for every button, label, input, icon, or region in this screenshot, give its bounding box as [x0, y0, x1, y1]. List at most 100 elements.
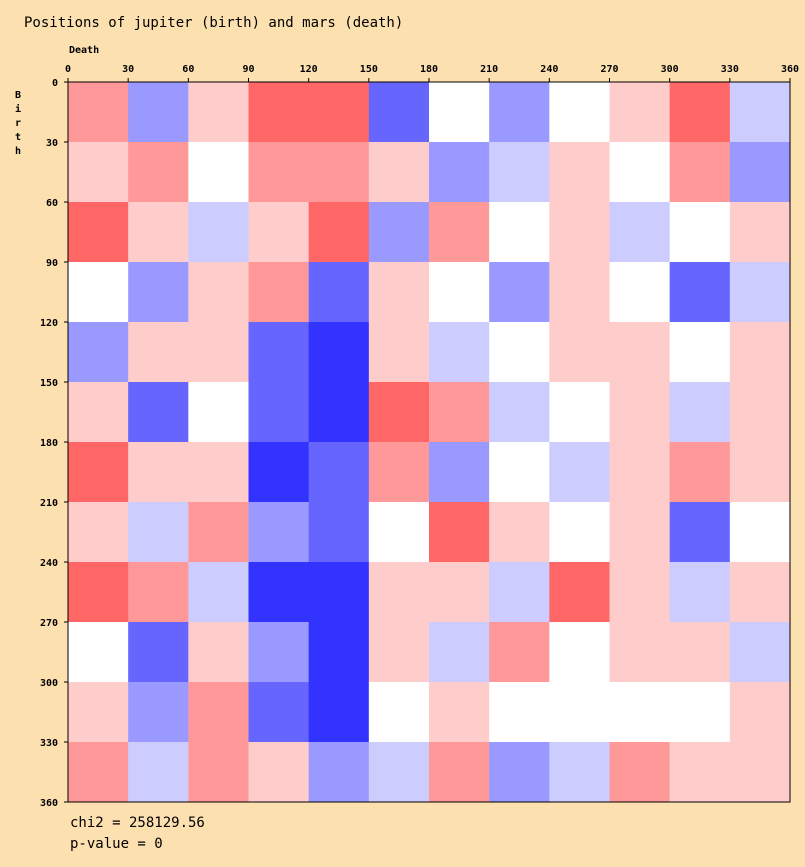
- heatmap-cell: [68, 202, 129, 263]
- heatmap-cell: [368, 682, 430, 743]
- heatmap-cell: [248, 562, 310, 623]
- heatmap-cell: [429, 502, 490, 563]
- heatmap-cell: [549, 382, 610, 443]
- x-tick-label: 180: [420, 64, 438, 75]
- heatmap-cell: [669, 442, 731, 503]
- heatmap-cell: [188, 682, 249, 743]
- heatmap-cell: [549, 682, 610, 743]
- heatmap-cell: [188, 442, 249, 503]
- heatmap-cell: [68, 262, 129, 323]
- heatmap-cell: [609, 142, 671, 203]
- x-tick-label: 360: [781, 64, 799, 75]
- heatmap-cell: [188, 622, 249, 683]
- heatmap-cell: [429, 262, 490, 323]
- heatmap-cell: [549, 82, 610, 143]
- heatmap-cell: [68, 82, 129, 143]
- heatmap-cell: [188, 742, 249, 803]
- x-tick-label: 30: [122, 64, 134, 75]
- heatmap-cell: [368, 562, 430, 623]
- heatmap-cell: [188, 322, 249, 383]
- x-tick-label: 330: [721, 64, 739, 75]
- heatmap-cell: [248, 202, 310, 263]
- heatmap-cell: [549, 262, 610, 323]
- heatmap-cell: [68, 742, 129, 803]
- heatmap-cell: [128, 562, 189, 623]
- x-tick-label: 240: [540, 64, 558, 75]
- x-tick-label: 90: [242, 64, 254, 75]
- heatmap-cell: [489, 382, 550, 443]
- heatmap-cell: [188, 382, 249, 443]
- heatmap-cell: [308, 562, 370, 623]
- heatmap-cell: [429, 562, 490, 623]
- heatmap-cell: [609, 202, 671, 263]
- heatmap-cell: [549, 202, 610, 263]
- heatmap-cell: [128, 382, 189, 443]
- heatmap-cell: [429, 622, 490, 683]
- heatmap-cell: [429, 322, 490, 383]
- heatmap-cell: [128, 322, 189, 383]
- heatmap-cell: [248, 262, 310, 323]
- heatmap-cell: [609, 262, 671, 323]
- heatmap-cell: [68, 562, 129, 623]
- heatmap-cell: [308, 382, 370, 443]
- heatmap-cell: [549, 622, 610, 683]
- heatmap-cell: [308, 322, 370, 383]
- heatmap-cell: [308, 262, 370, 323]
- x-axis-label: Death: [69, 45, 99, 56]
- heatmap-cell: [368, 502, 430, 563]
- heatmap-cell: [429, 442, 490, 503]
- heatmap-cell: [248, 622, 310, 683]
- heatmap-cell: [489, 502, 550, 563]
- heatmap-cell: [188, 142, 249, 203]
- heatmap-cell: [368, 742, 430, 803]
- heatmap-cell: [669, 142, 731, 203]
- heatmap-cell: [128, 82, 189, 143]
- heatmap-cell: [669, 382, 731, 443]
- heatmap-cell: [188, 562, 249, 623]
- heatmap-cell: [729, 502, 791, 563]
- heatmap-cell: [248, 142, 310, 203]
- y-tick-label: 30: [46, 138, 58, 149]
- heatmap-cell: [248, 382, 310, 443]
- heatmap-cell: [128, 502, 189, 563]
- heatmap-cell: [729, 82, 791, 143]
- heatmap-cell: [368, 622, 430, 683]
- heatmap-cell: [368, 382, 430, 443]
- heatmap-cell: [429, 742, 490, 803]
- heatmap-cell: [308, 682, 370, 743]
- heatmap-cell: [549, 322, 610, 383]
- heatmap-cell: [128, 742, 189, 803]
- heatmap-cell: [489, 562, 550, 623]
- heatmap-cell: [609, 82, 671, 143]
- heatmap-cell: [669, 502, 731, 563]
- heatmap-cell: [549, 442, 610, 503]
- heatmap-cell: [308, 442, 370, 503]
- heatmap-cell: [128, 142, 189, 203]
- annotation: p-value = 0: [70, 836, 163, 852]
- y-tick-label: 360: [40, 798, 58, 809]
- heatmap-cell: [489, 622, 550, 683]
- heatmap-cell: [68, 442, 129, 503]
- heatmap-cell: [308, 742, 370, 803]
- heatmap-cell: [729, 742, 791, 803]
- heatmap-cell: [188, 202, 249, 263]
- heatmap-cell: [308, 622, 370, 683]
- heatmap-cell: [729, 382, 791, 443]
- heatmap-cell: [68, 142, 129, 203]
- y-tick-label: 270: [40, 618, 58, 629]
- heatmap-cell: [489, 322, 550, 383]
- heatmap-cell: [248, 322, 310, 383]
- x-tick-label: 270: [600, 64, 618, 75]
- y-tick-label: 90: [46, 258, 58, 269]
- heatmap-cell: [729, 142, 791, 203]
- heatmap-cell: [549, 142, 610, 203]
- heatmap-cell: [368, 202, 430, 263]
- heatmap-cell: [489, 682, 550, 743]
- heatmap-cell: [68, 382, 129, 443]
- heatmap-cell: [489, 202, 550, 263]
- x-tick-label: 60: [182, 64, 194, 75]
- heatmap-cell: [429, 142, 490, 203]
- y-tick-label: 0: [52, 78, 58, 89]
- heatmap-cell: [489, 142, 550, 203]
